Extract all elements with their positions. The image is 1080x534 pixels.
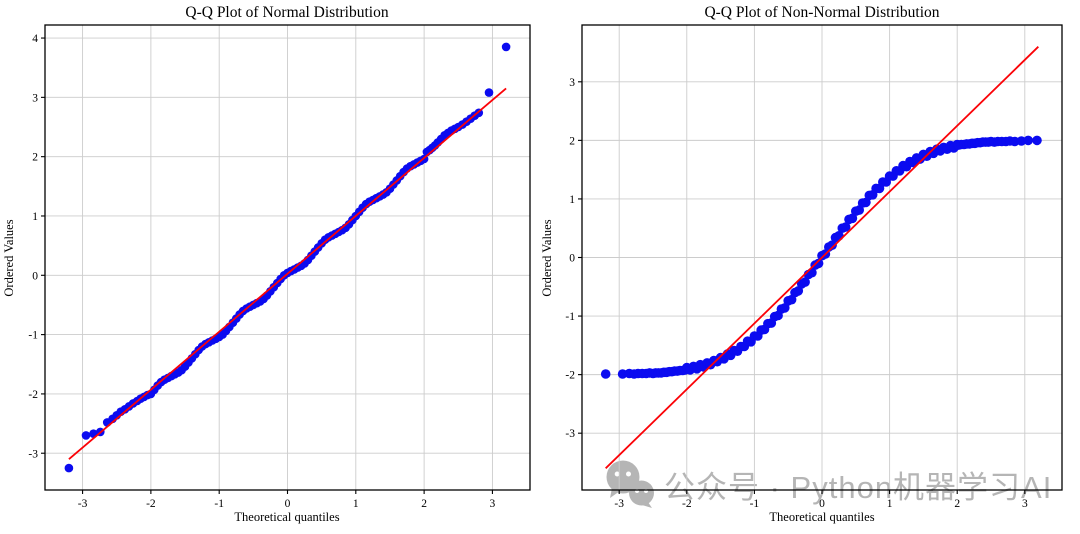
qq-point — [800, 277, 810, 287]
plot-layer: -3 -2 -1 0 1 2 3 -3 -2 -1 0 1 2 3 — [565, 24, 1063, 510]
plot-title: Q-Q Plot of Normal Distribution — [185, 4, 388, 21]
qq-point — [484, 88, 494, 97]
x-tick-label: 0 — [819, 498, 825, 510]
x-tick-label: -1 — [214, 498, 224, 510]
y-tick-label: 4 — [32, 33, 38, 45]
y-tick-label: -1 — [565, 311, 575, 323]
y-tick-label: 3 — [569, 77, 575, 89]
qq-point — [847, 213, 858, 224]
watermark-text: 公众号 · Python机器学习AI — [664, 469, 1053, 505]
y-tick-label: -3 — [28, 448, 38, 460]
qq-point — [854, 205, 864, 215]
y-tick-label: 0 — [569, 253, 575, 265]
reference-line — [605, 46, 1039, 469]
y-axis-label: Ordered Values — [540, 219, 554, 296]
x-tick-label: -2 — [146, 498, 156, 510]
qq-point — [1023, 135, 1033, 146]
plot-layer: -3 -2 -1 0 1 2 3 -3 -2 -1 0 1 2 3 4 — [28, 24, 531, 510]
y-tick-label: 2 — [32, 152, 38, 164]
qq-plot-nonnormal: -3 -2 -1 0 1 2 3 -3 -2 -1 0 1 2 3 Q-Q Plot of Non-Nor… — [540, 4, 1063, 524]
qq-point — [81, 431, 91, 440]
qq-point — [813, 258, 824, 269]
x-tick-label: 3 — [490, 498, 496, 510]
qq-point — [827, 240, 837, 250]
y-tick-label: 1 — [32, 211, 38, 223]
qq-point — [780, 303, 790, 313]
x-tick-label: -1 — [750, 498, 760, 510]
x-axis-label: Theoretical quantiles — [769, 510, 874, 524]
x-tick-label: 2 — [421, 498, 427, 510]
x-tick-label: 3 — [1022, 498, 1028, 510]
y-tick-label: 2 — [569, 135, 575, 147]
y-axis-label: Ordered Values — [2, 219, 16, 296]
qq-point — [840, 222, 851, 232]
x-axis-label: Theoretical quantiles — [234, 510, 339, 524]
reference-line — [68, 87, 507, 460]
plot-title: Q-Q Plot of Non-Normal Distribution — [704, 4, 939, 21]
y-tick-label: -2 — [565, 370, 575, 382]
y-tick-label: 0 — [32, 270, 38, 282]
y-tick-label: -2 — [28, 389, 38, 401]
x-tick-label: -3 — [614, 498, 624, 510]
x-tick-label: 1 — [353, 498, 359, 510]
y-tick-label: 1 — [569, 194, 575, 206]
qq-point — [786, 294, 797, 305]
qq-point — [501, 42, 511, 52]
y-tick-label: 3 — [32, 92, 38, 104]
y-tick-label: -1 — [28, 330, 38, 342]
qq-plot-normal: -3 -2 -1 0 1 2 3 -3 -2 -1 0 1 2 3 4 Q-Q Plot of Normal… — [2, 4, 531, 524]
x-tick-label: -2 — [682, 498, 692, 510]
watermark: 公众号 · Python机器学习AI — [604, 460, 1052, 508]
qq-point — [64, 463, 74, 473]
qq-point — [600, 369, 611, 379]
y-tick-label: -3 — [565, 428, 575, 440]
x-tick-label: 2 — [954, 498, 960, 510]
x-tick-label: -3 — [78, 498, 88, 510]
x-tick-label: 1 — [887, 498, 893, 510]
qq-point — [1032, 135, 1042, 146]
x-tick-label: 0 — [285, 498, 291, 510]
